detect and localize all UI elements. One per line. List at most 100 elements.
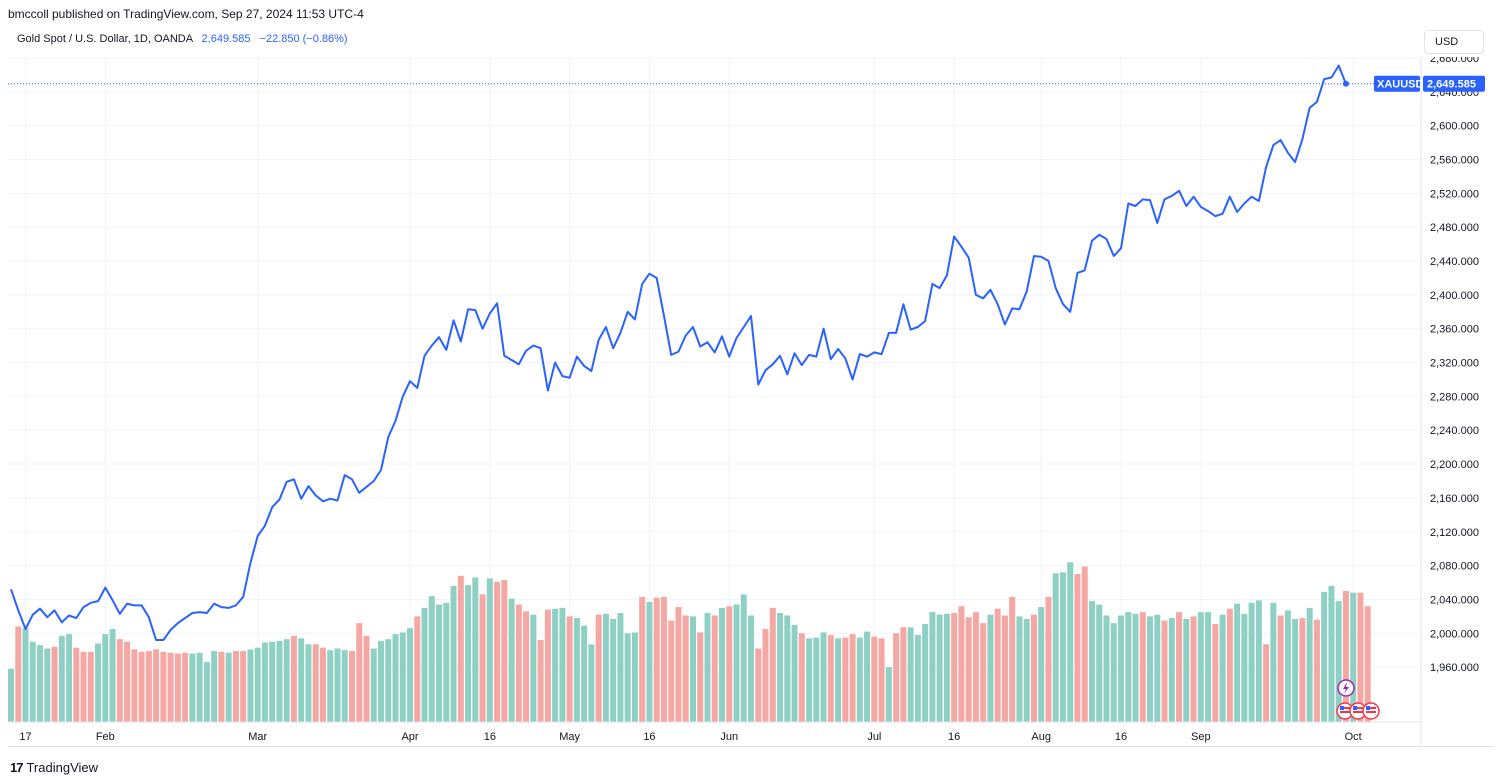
volume-bar: [290, 635, 297, 722]
volume-bar: [15, 626, 22, 722]
volume-bar: [1284, 610, 1291, 722]
volume-bar: [203, 662, 210, 722]
volume-bar: [124, 641, 131, 722]
symbol-legend: Gold Spot / U.S. Dollar, 1D, OANDA 2,649…: [17, 33, 348, 45]
volume-bar: [827, 634, 834, 722]
y-tick-label: 2,520.000: [1430, 188, 1479, 200]
price-tag-value-bg: [1423, 75, 1485, 92]
volume-bar: [639, 596, 646, 722]
price-tag: XAUUSD 2,649.585: [1374, 75, 1485, 92]
volume-bar: [646, 601, 653, 722]
volume-bar: [1263, 644, 1270, 722]
event-markers[interactable]: [1336, 679, 1380, 720]
volume-bar: [951, 612, 958, 722]
x-tick-label: 16: [643, 731, 655, 743]
volume-bar: [182, 652, 189, 722]
volume-bar: [1357, 592, 1364, 722]
price-chart[interactable]: 1,960.000 2,000.000 2,040.000 2,080.000 2,12…: [8, 53, 1494, 747]
volume-bar: [276, 640, 283, 722]
volume-bar: [254, 647, 261, 722]
volume-bar: [994, 608, 1001, 722]
tradingview-logo: 17 TradingView: [10, 760, 98, 775]
volume-bar: [348, 651, 355, 722]
volume-bar: [1147, 616, 1154, 722]
volume-bar: [116, 639, 123, 722]
volume-bar: [1030, 614, 1037, 722]
volume-bar: [1168, 618, 1175, 722]
volume-bar: [501, 579, 508, 722]
volume-bar: [1197, 612, 1204, 722]
y-tick-label: 2,080.000: [1430, 561, 1479, 573]
volume-bar: [472, 577, 479, 722]
volume-bar: [1292, 618, 1299, 722]
volume-bar: [856, 637, 863, 722]
x-tick-label: Jun: [720, 731, 738, 743]
volume-bar: [733, 604, 740, 722]
volume-bar: [610, 618, 617, 722]
volume-bar: [363, 635, 370, 722]
volume-bar: [835, 638, 842, 722]
volume-bar: [145, 651, 152, 722]
volume-bar: [878, 638, 885, 722]
volume-bar: [631, 632, 638, 722]
volume-bar: [465, 585, 472, 722]
volume-bar: [211, 651, 218, 722]
volume-bar: [1241, 613, 1248, 722]
volume-bar: [443, 602, 450, 722]
time-axis[interactable]: 17 Feb Mar Apr 16 May 16 Jun Jul 16 Aug 16 Sep Oct: [19, 731, 1361, 743]
volume-bar: [240, 651, 247, 722]
volume-bar: [1052, 573, 1059, 722]
volume-bar: [196, 652, 203, 722]
volume-bar: [494, 581, 501, 722]
volume-bar: [1096, 604, 1103, 722]
y-tick-label: 2,120.000: [1430, 527, 1479, 539]
symbol-description: Gold Spot / U.S. Dollar, 1D, OANDA: [17, 33, 193, 45]
volume-bar: [1016, 616, 1023, 722]
volume-bar: [1364, 606, 1371, 722]
volume-bar: [972, 612, 979, 722]
y-tick-label: 2,680.000: [1430, 57, 1479, 65]
us-economic-event-icon[interactable]: [1362, 702, 1380, 720]
volume-bar: [1321, 591, 1328, 722]
volume-bar: [269, 641, 276, 722]
volume-bar: [44, 648, 51, 722]
us-economic-event-icon[interactable]: [1336, 702, 1354, 720]
volume-bar: [559, 607, 566, 722]
currency-button[interactable]: USD: [1424, 30, 1484, 54]
volume-bar: [1248, 602, 1255, 722]
volume-bar: [791, 624, 798, 722]
volume-bar: [421, 607, 428, 722]
volume-bar: [428, 596, 435, 722]
price-line[interactable]: [10, 64, 1347, 641]
volume-bar: [813, 637, 820, 722]
x-tick-label: 16: [484, 731, 496, 743]
volume-bar: [602, 613, 609, 722]
x-tick-label: May: [559, 731, 580, 743]
volume-bar: [675, 607, 682, 722]
volume-bar: [312, 644, 319, 722]
volume-bar: [515, 604, 522, 722]
chart-area[interactable]: 1,960.000 2,000.000 2,040.000 2,080.000 2,12…: [8, 53, 1494, 747]
volume-bar: [334, 648, 341, 722]
y-tick-label: 2,040.000: [1430, 594, 1479, 606]
x-tick-label: Mar: [248, 731, 267, 743]
volume-bar: [95, 643, 102, 722]
dividend-lightning-icon[interactable]: [1337, 679, 1355, 697]
volume-bar: [370, 648, 377, 722]
volume-bar: [588, 644, 595, 722]
volume-bar: [1212, 623, 1219, 722]
volume-bar: [508, 598, 515, 722]
price-axis[interactable]: 1,960.000 2,000.000 2,040.000 2,080.000 2,12…: [1430, 53, 1479, 674]
volume-bar: [1255, 600, 1262, 722]
x-tick-label: Aug: [1031, 731, 1051, 743]
us-economic-event-icon[interactable]: [1349, 702, 1367, 720]
volume-bar: [450, 585, 457, 722]
volume-bar: [1132, 613, 1139, 722]
volume-bar: [958, 606, 965, 722]
volume-bar: [385, 639, 392, 722]
price-change: −22.850 (−0.86%): [259, 33, 348, 45]
volume-bar: [523, 611, 530, 722]
volume-bar: [399, 632, 406, 722]
x-tick-label: Sep: [1191, 731, 1211, 743]
volume-bar: [653, 597, 660, 722]
